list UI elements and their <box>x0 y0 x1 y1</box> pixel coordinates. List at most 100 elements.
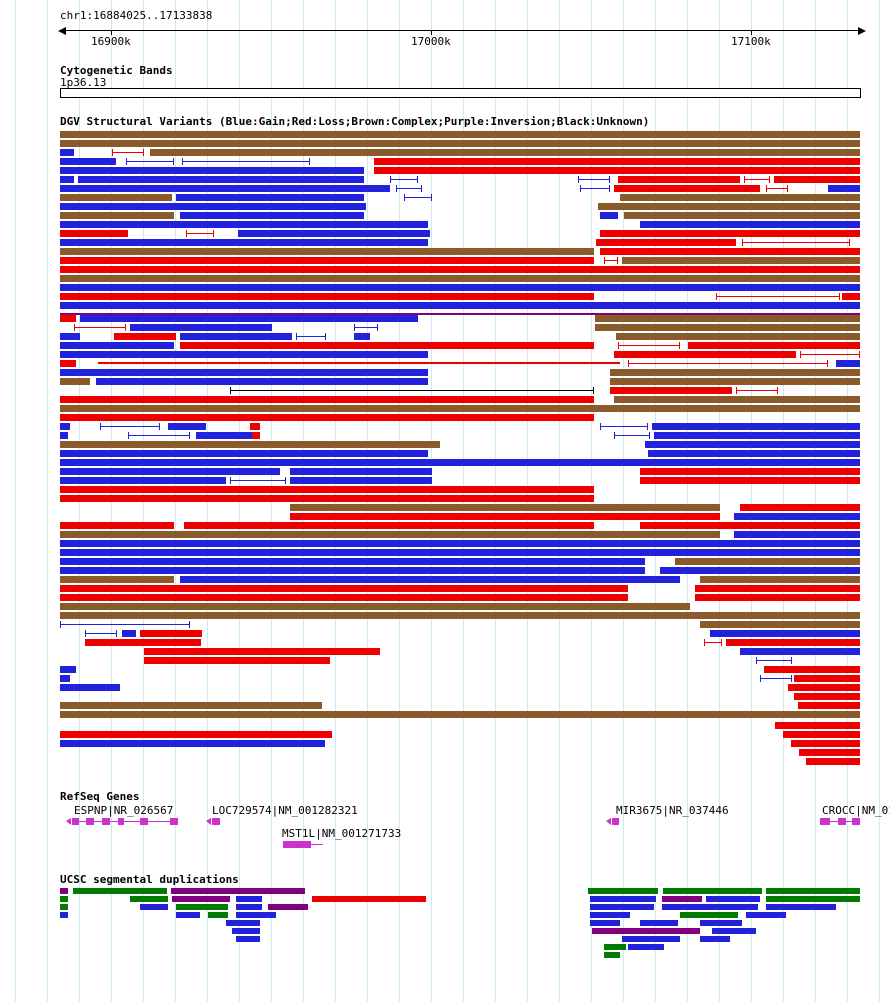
variant-loss[interactable] <box>806 758 860 765</box>
variant-loss[interactable] <box>60 360 76 367</box>
variant-loss[interactable] <box>60 315 76 322</box>
variant-loss[interactable] <box>628 360 828 367</box>
variant-loss[interactable] <box>610 387 732 394</box>
cytoband-band[interactable] <box>60 88 861 98</box>
variant-gain[interactable] <box>330 203 364 210</box>
segdup-block[interactable] <box>766 888 860 894</box>
variant-gain[interactable] <box>60 450 428 457</box>
variant-gain[interactable] <box>60 167 364 174</box>
variant-loss[interactable] <box>794 675 860 682</box>
segdup-block[interactable] <box>604 952 620 958</box>
segdup-block[interactable] <box>590 912 630 918</box>
variant-loss[interactable] <box>60 522 174 529</box>
variant-gain[interactable] <box>600 212 618 219</box>
variant-gain[interactable] <box>290 468 432 475</box>
variant-loss[interactable] <box>60 486 594 493</box>
variant-gain[interactable] <box>60 333 80 340</box>
variant-loss[interactable] <box>788 684 860 691</box>
variant-loss[interactable] <box>783 731 860 738</box>
variant-gain[interactable] <box>60 459 860 466</box>
segdup-block[interactable] <box>700 936 730 942</box>
variant-complex[interactable] <box>620 194 860 201</box>
variant-complex[interactable] <box>60 576 174 583</box>
variant-gain[interactable] <box>828 185 860 192</box>
segdup-block[interactable] <box>236 912 276 918</box>
variant-loss[interactable] <box>744 176 770 183</box>
segdup-block[interactable] <box>60 888 68 894</box>
variant-gain[interactable] <box>60 369 428 376</box>
variant-gain[interactable] <box>60 284 860 291</box>
variant-loss[interactable] <box>112 149 144 156</box>
segdup-block[interactable] <box>171 888 305 894</box>
segdup-block[interactable] <box>592 928 700 934</box>
variant-gain[interactable] <box>180 576 680 583</box>
segdup-block[interactable] <box>766 904 836 910</box>
variant-loss[interactable] <box>742 239 850 246</box>
variant-loss[interactable] <box>140 630 202 637</box>
variant-gain[interactable] <box>734 531 860 538</box>
segdup-block[interactable] <box>176 904 228 910</box>
segdup-block[interactable] <box>140 904 168 910</box>
gene-exon[interactable] <box>838 818 846 825</box>
variant-gain[interactable] <box>60 666 76 673</box>
gene-exon[interactable] <box>72 818 79 825</box>
variant-loss[interactable] <box>688 342 860 349</box>
variant-loss[interactable] <box>766 185 788 192</box>
segdup-block[interactable] <box>706 896 760 902</box>
variant-loss[interactable] <box>600 248 860 255</box>
variant-loss[interactable] <box>114 333 176 340</box>
segdup-block[interactable] <box>590 904 654 910</box>
segdup-block[interactable] <box>663 888 762 894</box>
variant-gain[interactable] <box>168 423 206 430</box>
variant-gain[interactable] <box>60 158 116 165</box>
variant-complex[interactable] <box>60 275 860 282</box>
variant-complex[interactable] <box>595 315 860 322</box>
variant-gain[interactable] <box>652 423 860 430</box>
gene-intron[interactable] <box>311 844 323 845</box>
variant-loss[interactable] <box>60 230 128 237</box>
segdup-block[interactable] <box>590 920 620 926</box>
variant-gain[interactable] <box>710 630 860 637</box>
variant-gain[interactable] <box>85 630 117 637</box>
variant-complex[interactable] <box>624 212 860 219</box>
variant-gain[interactable] <box>60 740 325 747</box>
variant-complex[interactable] <box>60 131 860 138</box>
variant-loss[interactable] <box>618 342 680 349</box>
variant-loss[interactable] <box>596 239 736 246</box>
variant-gain[interactable] <box>60 549 860 556</box>
segdup-block[interactable] <box>73 888 167 894</box>
variant-loss[interactable] <box>60 495 594 502</box>
variant-gain[interactable] <box>60 239 428 246</box>
segdup-block[interactable] <box>622 936 680 942</box>
segdup-block[interactable] <box>680 912 738 918</box>
variant-loss[interactable] <box>144 657 330 664</box>
variant-gain[interactable] <box>648 450 860 457</box>
segdup-block[interactable] <box>746 912 786 918</box>
variant-gain[interactable] <box>60 558 645 565</box>
variant-gain[interactable] <box>60 477 226 484</box>
variant-loss[interactable] <box>775 722 860 729</box>
variant-gain[interactable] <box>60 342 174 349</box>
variant-loss[interactable] <box>374 158 860 165</box>
variant-gain[interactable] <box>600 423 648 430</box>
segdup-block[interactable] <box>232 928 260 934</box>
variant-gain[interactable] <box>60 351 428 358</box>
variant-loss[interactable] <box>716 293 840 300</box>
variant-gain[interactable] <box>60 185 390 192</box>
variant-complex[interactable] <box>60 194 172 201</box>
variant-complex[interactable] <box>675 558 860 565</box>
gene-exon[interactable] <box>86 818 94 825</box>
variant-complex[interactable] <box>290 504 720 511</box>
variant-complex[interactable] <box>614 396 860 403</box>
segdup-block[interactable] <box>208 912 228 918</box>
variant-gain[interactable] <box>60 621 190 628</box>
variant-loss[interactable] <box>250 423 260 430</box>
variant-loss[interactable] <box>180 342 594 349</box>
variant-gain[interactable] <box>660 567 860 574</box>
variant-loss[interactable] <box>640 477 860 484</box>
variant-gain[interactable] <box>60 203 366 210</box>
variant-gain[interactable] <box>734 513 860 520</box>
variant-gain[interactable] <box>654 432 860 439</box>
variant-loss[interactable] <box>604 257 618 264</box>
variant-gain[interactable] <box>60 176 74 183</box>
